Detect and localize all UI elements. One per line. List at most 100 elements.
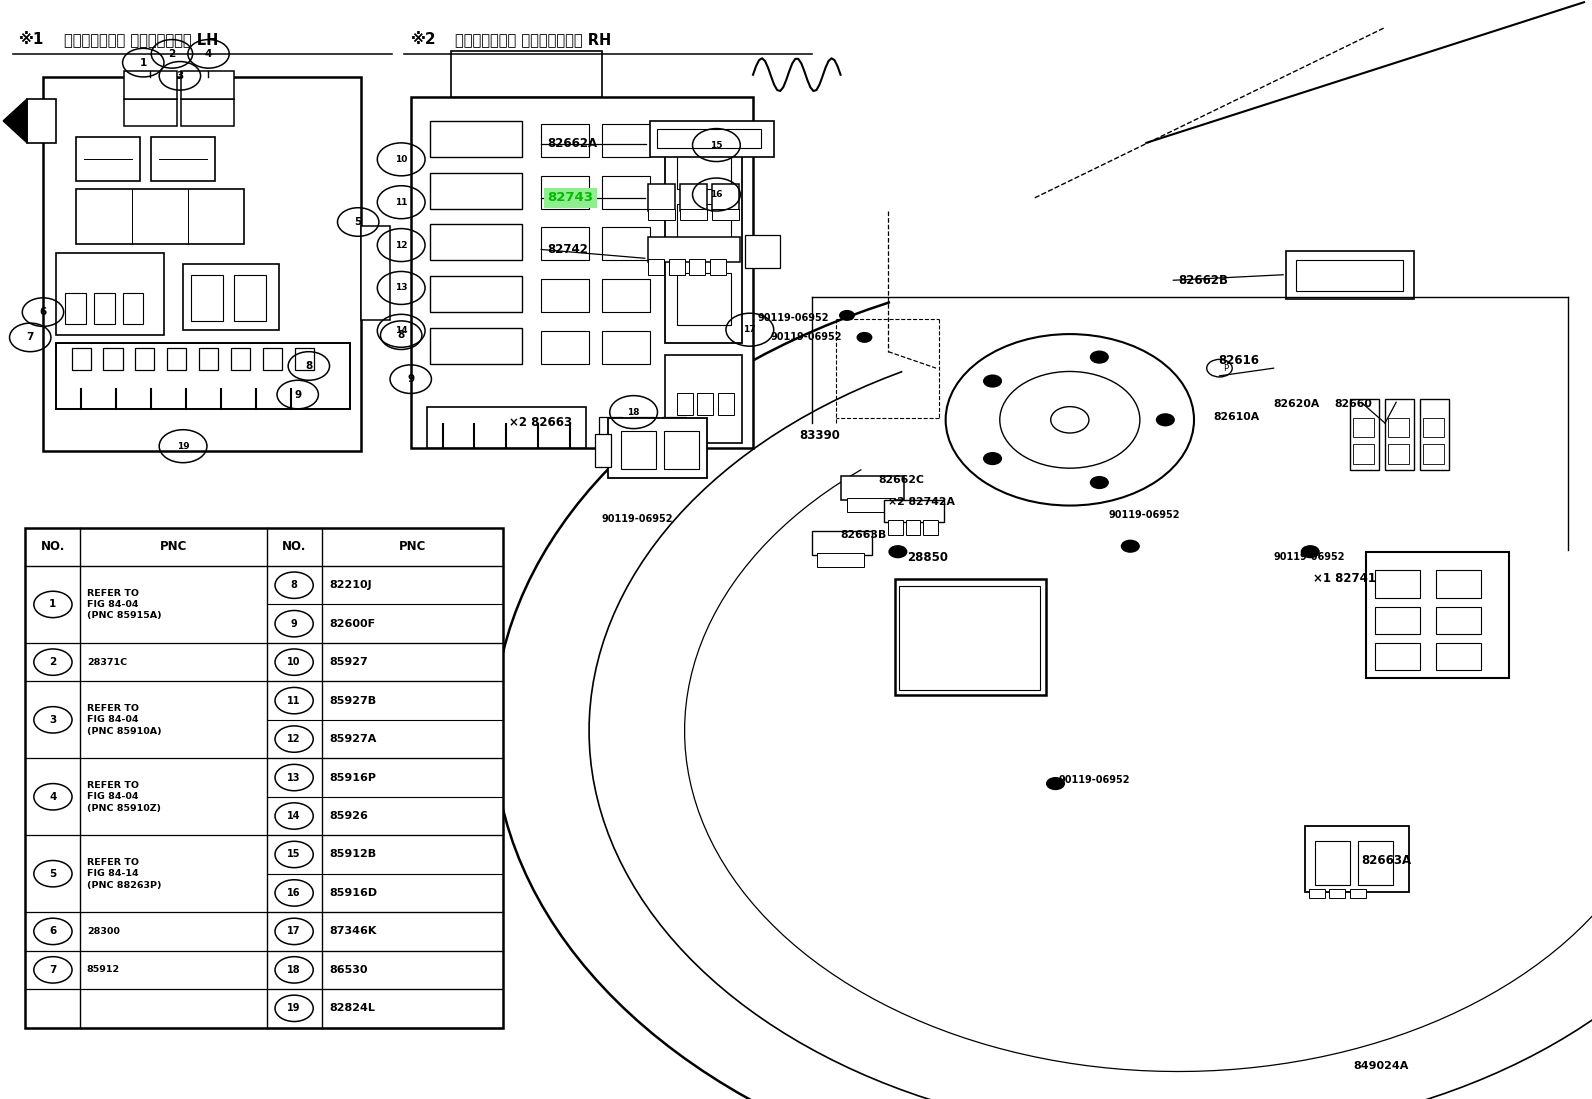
Circle shape [1301,545,1320,558]
FancyBboxPatch shape [1436,570,1481,598]
Text: 1: 1 [49,599,57,610]
FancyBboxPatch shape [1329,889,1345,898]
FancyBboxPatch shape [103,348,123,370]
Text: 7: 7 [27,332,33,343]
FancyBboxPatch shape [906,520,920,535]
Text: 82210J: 82210J [330,580,373,590]
Text: 82616: 82616 [1218,354,1259,367]
FancyBboxPatch shape [451,51,602,97]
Text: 10: 10 [288,657,301,667]
Text: 8: 8 [306,360,312,371]
Text: 82662C: 82662C [879,475,925,486]
Text: 82663A: 82663A [1361,854,1411,867]
Text: 85926: 85926 [330,811,368,821]
Text: 17: 17 [743,325,756,334]
FancyBboxPatch shape [662,417,686,444]
Text: 82662B: 82662B [1178,274,1227,287]
FancyBboxPatch shape [1388,444,1409,464]
Text: 90119-06952: 90119-06952 [602,513,673,524]
Text: 18: 18 [287,965,301,975]
Text: 90119-06952: 90119-06952 [1274,552,1345,563]
Text: 85916D: 85916D [330,888,377,898]
FancyBboxPatch shape [1375,607,1420,634]
Text: 5: 5 [49,868,57,879]
Text: 9: 9 [408,374,414,385]
Text: 87346K: 87346K [330,926,377,936]
FancyBboxPatch shape [541,176,589,209]
FancyBboxPatch shape [411,97,753,448]
FancyBboxPatch shape [295,348,314,370]
FancyBboxPatch shape [183,264,279,330]
FancyBboxPatch shape [199,348,218,370]
FancyBboxPatch shape [648,184,675,211]
Text: PNC: PNC [398,541,427,553]
FancyBboxPatch shape [608,418,707,478]
Text: REFER TO
FIG 84-14
(PNC 88263P): REFER TO FIG 84-14 (PNC 88263P) [88,857,161,890]
Text: ×1 82741: ×1 82741 [1313,571,1377,585]
FancyBboxPatch shape [1350,889,1366,898]
FancyBboxPatch shape [234,275,266,321]
Text: 2: 2 [49,657,57,667]
FancyBboxPatch shape [697,393,713,415]
Text: 16: 16 [288,888,301,898]
Circle shape [982,375,1001,388]
FancyBboxPatch shape [1423,418,1444,437]
FancyBboxPatch shape [430,276,522,312]
Text: 8: 8 [291,580,298,590]
Circle shape [1046,777,1065,790]
FancyBboxPatch shape [1436,607,1481,634]
Text: 6: 6 [40,307,46,318]
Text: 14: 14 [288,811,301,821]
FancyBboxPatch shape [181,99,234,126]
FancyBboxPatch shape [602,124,650,157]
Text: 3: 3 [177,70,183,81]
Text: 13: 13 [288,773,301,782]
Text: 15: 15 [288,850,301,859]
FancyBboxPatch shape [680,184,707,211]
FancyBboxPatch shape [191,275,223,321]
Text: 82824L: 82824L [330,1003,376,1013]
Text: 15: 15 [710,141,723,149]
Text: 83390: 83390 [799,429,841,442]
Text: 7: 7 [49,965,57,975]
FancyBboxPatch shape [151,137,215,181]
FancyBboxPatch shape [621,431,656,469]
Text: 85927: 85927 [330,657,368,667]
FancyBboxPatch shape [665,355,742,443]
Text: 3: 3 [49,714,57,725]
FancyBboxPatch shape [263,348,282,370]
FancyBboxPatch shape [430,328,522,364]
FancyBboxPatch shape [677,204,731,257]
FancyBboxPatch shape [1388,418,1409,437]
Text: ×2 82663: ×2 82663 [509,415,573,429]
Text: REFER TO
FIG 84-04
(PNC 85915A): REFER TO FIG 84-04 (PNC 85915A) [88,588,161,621]
Text: 11: 11 [288,696,301,706]
FancyBboxPatch shape [56,253,164,335]
FancyBboxPatch shape [43,77,361,451]
FancyBboxPatch shape [65,293,86,324]
FancyBboxPatch shape [430,224,522,260]
Text: 13: 13 [395,284,408,292]
Text: 85927A: 85927A [330,734,377,744]
FancyBboxPatch shape [923,520,938,535]
FancyBboxPatch shape [1423,444,1444,464]
Polygon shape [3,99,27,143]
FancyBboxPatch shape [648,209,675,220]
FancyBboxPatch shape [124,99,177,126]
Circle shape [1091,476,1110,489]
Text: 849024A: 849024A [1353,1061,1409,1072]
Text: 12: 12 [395,241,408,249]
FancyBboxPatch shape [427,407,586,448]
FancyBboxPatch shape [899,586,1040,690]
Text: 8: 8 [398,330,404,341]
FancyBboxPatch shape [430,173,522,209]
FancyBboxPatch shape [123,293,143,324]
FancyBboxPatch shape [72,348,91,370]
FancyBboxPatch shape [669,259,685,275]
FancyBboxPatch shape [94,293,115,324]
FancyBboxPatch shape [1353,418,1374,437]
FancyBboxPatch shape [602,176,650,209]
FancyBboxPatch shape [665,149,742,343]
FancyBboxPatch shape [884,500,944,522]
Text: 28371C: 28371C [88,657,127,667]
